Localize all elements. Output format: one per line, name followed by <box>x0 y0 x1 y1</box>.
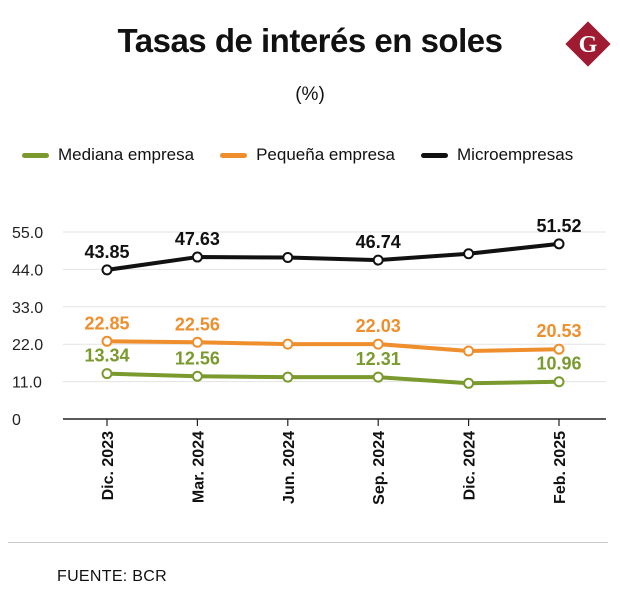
data-label: 22.56 <box>175 314 220 334</box>
data-label: 51.52 <box>536 216 581 236</box>
brand-logo: G <box>565 21 611 67</box>
legend-swatch-micro <box>421 152 449 158</box>
data-point <box>372 254 384 266</box>
data-point <box>191 336 203 348</box>
data-point <box>553 238 565 250</box>
data-label: 13.34 <box>84 346 129 366</box>
data-label: 12.31 <box>356 349 401 369</box>
data-point <box>101 264 113 276</box>
data-point <box>101 335 113 347</box>
legend-item-pequena: Pequeña empresa <box>220 145 395 165</box>
legend-item-mediana: Mediana empresa <box>22 145 194 165</box>
y-tick-label: 55.0 <box>12 225 43 242</box>
data-point <box>191 370 203 382</box>
legend-item-micro: Microempresas <box>421 145 573 165</box>
data-point <box>372 338 384 350</box>
x-tick-label: Dic. 2024 <box>462 431 479 500</box>
x-tick-label: Mar. 2024 <box>190 431 207 503</box>
y-tick-label: 44.0 <box>12 262 43 279</box>
source-note: FUENTE: BCR <box>57 568 167 585</box>
data-point <box>191 251 203 263</box>
data-point <box>463 345 475 357</box>
data-label: 12.56 <box>175 348 220 368</box>
series-line <box>105 371 561 386</box>
footer-divider <box>8 542 608 543</box>
chart-title: Tasas de interés en soles <box>117 22 503 59</box>
y-tick-label: 22.0 <box>12 337 43 354</box>
legend-swatch-mediana <box>22 152 49 158</box>
x-tick-label: Feb. 2025 <box>552 431 569 504</box>
data-label: 20.53 <box>536 321 581 341</box>
legend-label-micro: Microempresas <box>457 145 574 164</box>
line-chart: 0 11.0 22.0 33.0 44.0 55.0 Dic. 2023 Mar. 2024 J… <box>12 216 606 505</box>
chart-legend: Mediana empresa Pequeña empresa Microemp… <box>22 145 573 165</box>
data-label: 10.96 <box>536 354 581 374</box>
data-point <box>463 377 475 389</box>
legend-label-mediana: Mediana empresa <box>58 145 195 164</box>
data-point <box>282 338 294 350</box>
x-tick-label: Jun. 2024 <box>281 431 298 504</box>
y-tick-label: 11.0 <box>12 375 42 392</box>
series-line <box>105 241 561 272</box>
series-line <box>105 339 561 353</box>
data-label: 22.03 <box>356 316 401 336</box>
data-label: 46.74 <box>356 232 401 252</box>
data-label: 47.63 <box>175 229 220 249</box>
data-label: 22.85 <box>84 313 129 333</box>
x-tick-label: Dic. 2023 <box>100 431 117 500</box>
data-point <box>553 376 565 388</box>
y-tick-label: 33.0 <box>12 300 43 317</box>
chart-subtitle: (%) <box>295 84 325 105</box>
logo-letter: G <box>579 32 598 58</box>
y-tick-label: 0 <box>12 412 21 429</box>
data-point <box>282 371 294 383</box>
data-point <box>553 343 565 355</box>
data-point <box>282 252 294 263</box>
legend-label-pequena: Pequeña empresa <box>256 145 396 164</box>
x-tick-label: Sep. 2024 <box>371 431 388 505</box>
data-point <box>463 248 475 260</box>
legend-swatch-pequena <box>220 152 248 158</box>
data-point <box>101 368 113 380</box>
data-label: 43.85 <box>84 242 129 262</box>
data-point <box>372 371 384 383</box>
